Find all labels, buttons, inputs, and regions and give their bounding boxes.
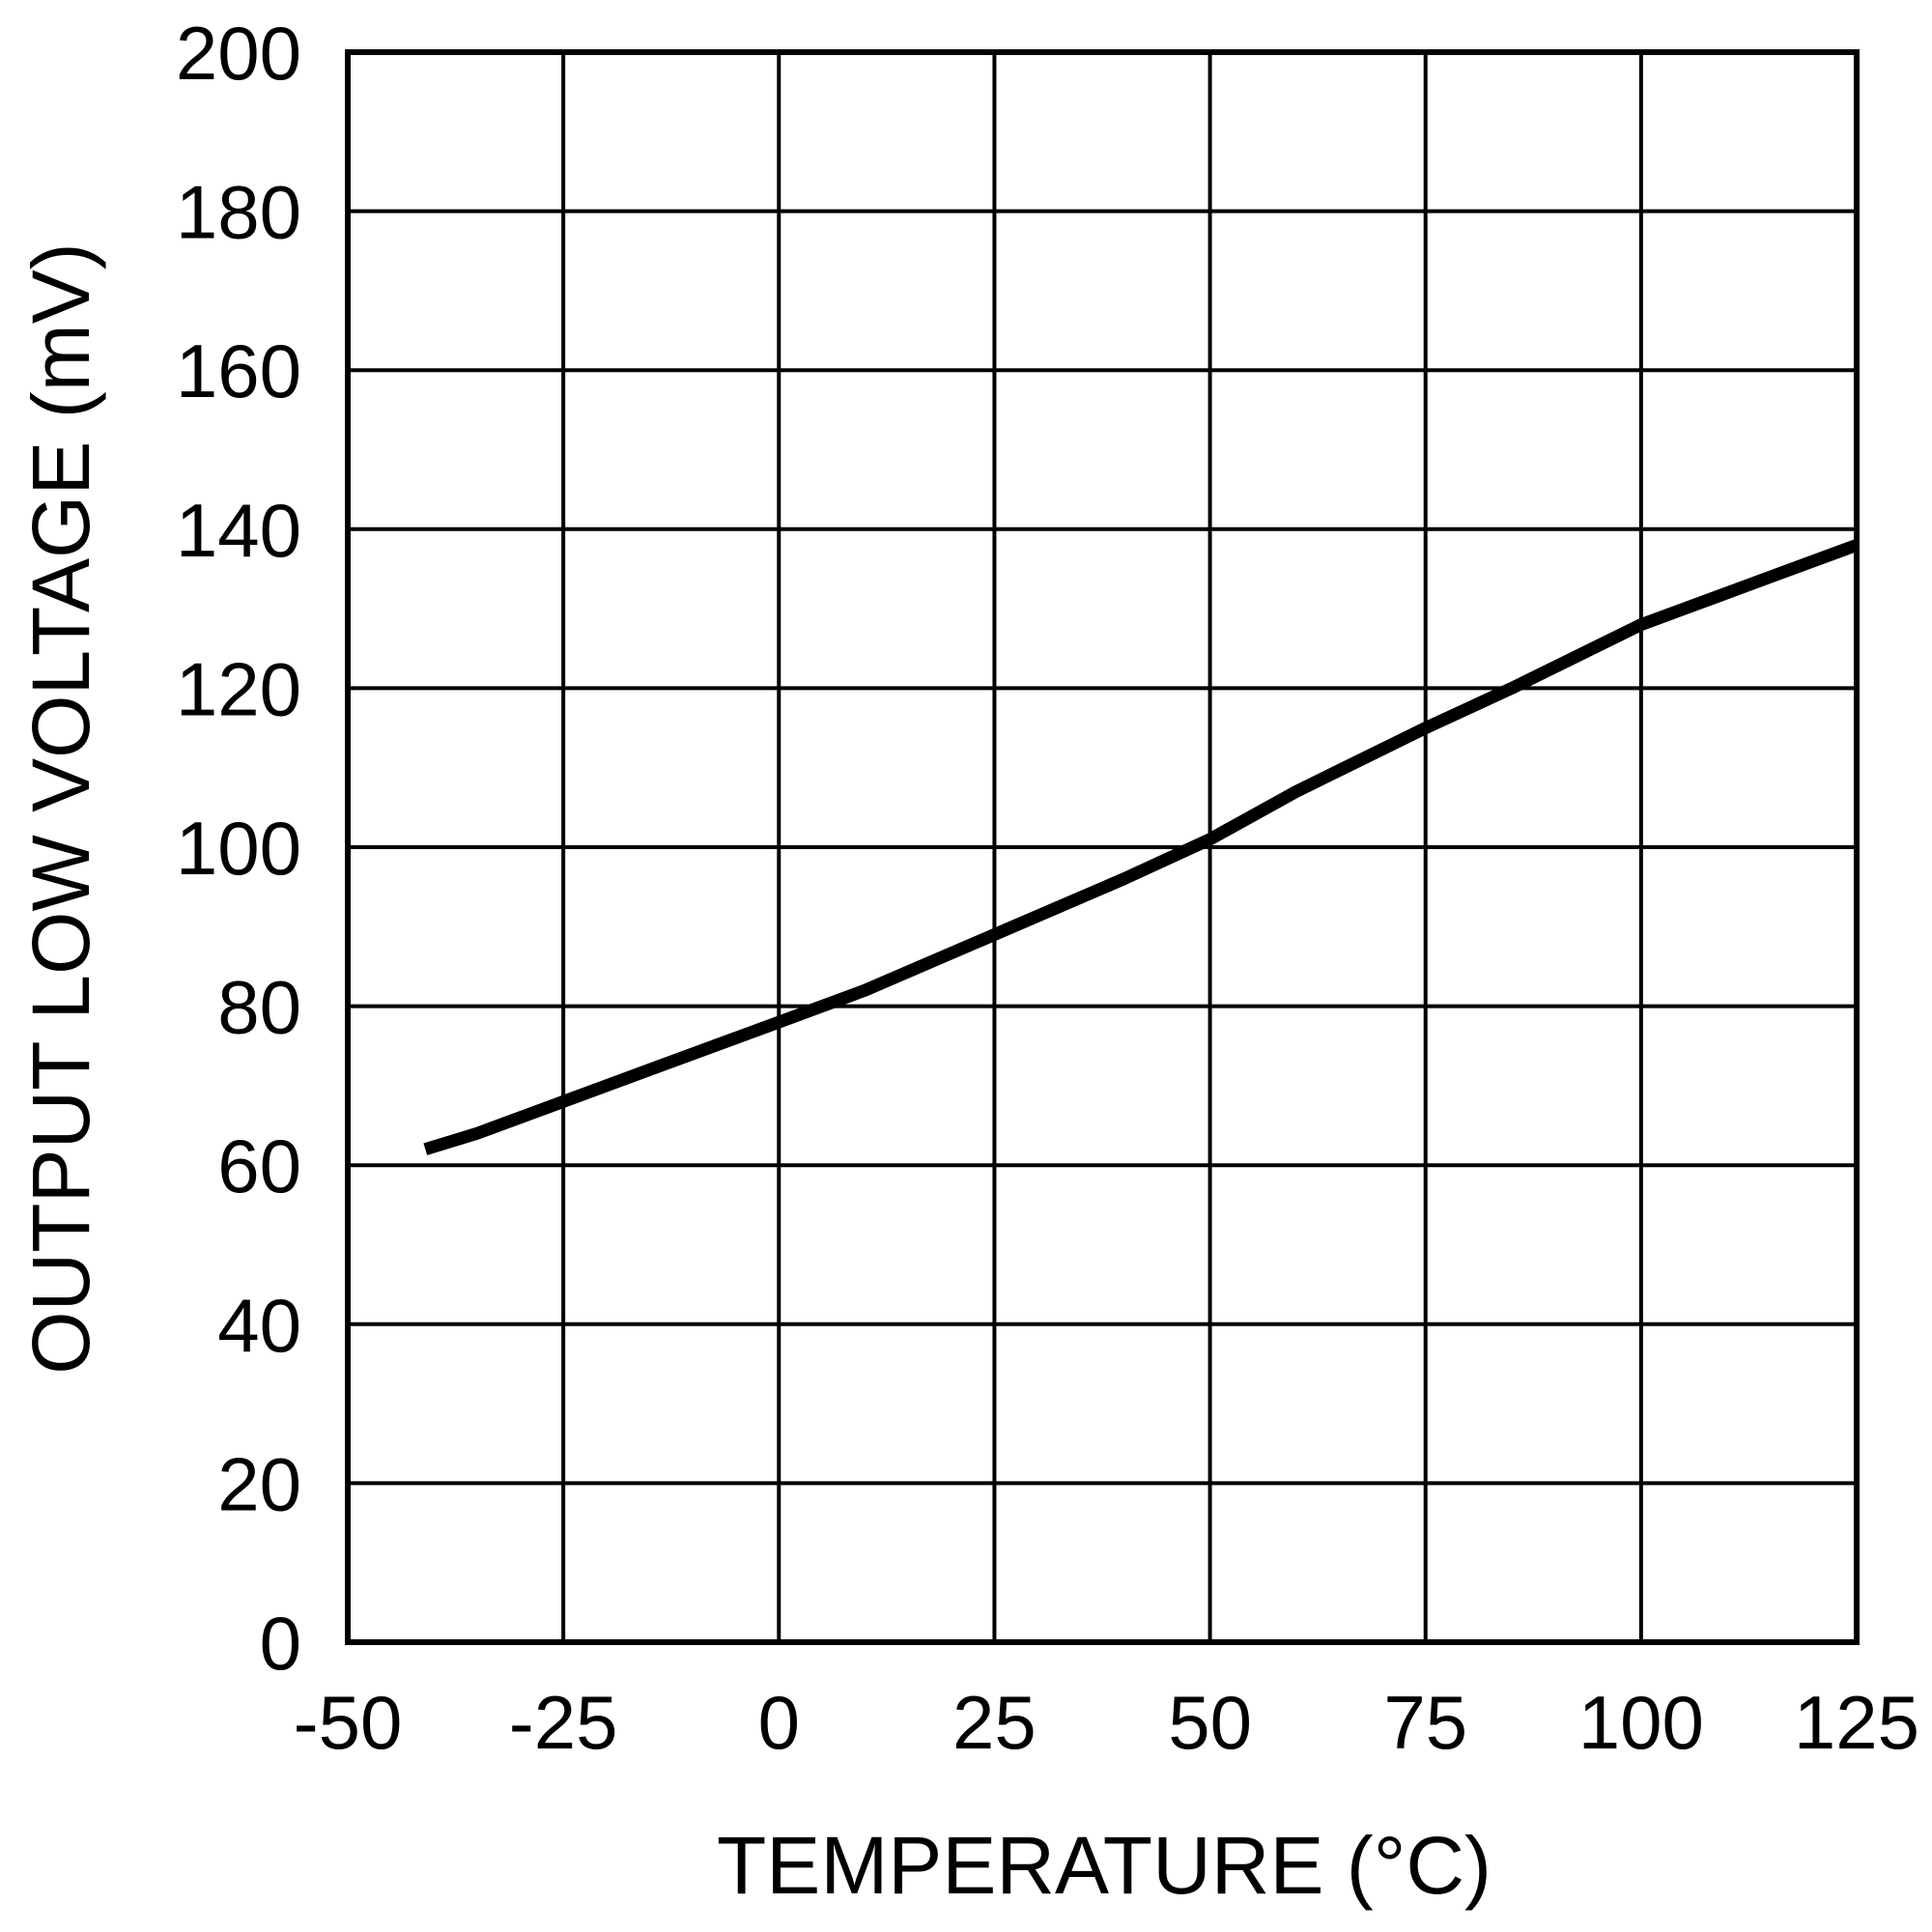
y-tick-label: 40	[217, 1283, 301, 1368]
y-axis-title: OUTPUT LOW VOLTAGE (mV)	[15, 242, 106, 1374]
x-tick-label: 125	[1794, 1680, 1919, 1765]
y-tick-label: 100	[176, 806, 301, 891]
x-axis-title: TEMPERATURE (°C)	[717, 1820, 1492, 1911]
x-tick-label: -25	[509, 1680, 618, 1765]
y-tick-label: 0	[260, 1601, 301, 1686]
y-tick-label: 60	[217, 1123, 301, 1208]
x-tick-label: -50	[294, 1680, 403, 1765]
x-tick-label: 0	[758, 1680, 800, 1765]
y-tick-label: 20	[217, 1441, 301, 1526]
x-tick-label: 25	[952, 1680, 1037, 1765]
y-tick-label: 120	[176, 646, 301, 731]
x-tick-label: 100	[1578, 1680, 1704, 1765]
plot-frame	[345, 49, 1860, 1645]
y-tick-label: 180	[176, 170, 301, 255]
data-line	[423, 539, 1860, 1155]
y-tick-label: 80	[217, 965, 301, 1050]
x-tick-labels: -50 -25 0 25 50 75 100 125	[294, 1680, 1919, 1765]
x-tick-label: 50	[1168, 1680, 1252, 1765]
x-tick-label: 75	[1383, 1680, 1467, 1765]
y-tick-labels: 0 20 40 60 80 100 120 140 160 180 200	[176, 11, 301, 1686]
grid-lines	[346, 50, 1859, 1644]
y-tick-label: 200	[176, 11, 301, 96]
y-tick-label: 160	[176, 328, 301, 413]
y-tick-label: 140	[176, 488, 301, 573]
